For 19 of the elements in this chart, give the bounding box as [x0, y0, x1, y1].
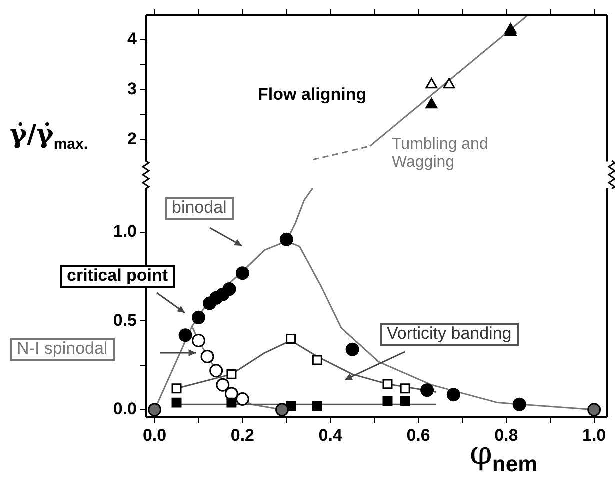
x-tick-label: 0.6: [406, 426, 430, 445]
x-tick-label: 0.0: [142, 426, 167, 445]
y-tick-label: 3: [128, 80, 137, 99]
y-tick-label: 1.0: [113, 222, 137, 242]
x-tick-label: 1.0: [582, 426, 606, 445]
annotation: Flow aligning: [258, 85, 367, 105]
annotation: Vorticity banding: [380, 323, 519, 346]
text: N-I spinodal: [10, 338, 115, 361]
y-tick-label: 2: [128, 130, 137, 149]
annotation: binodal: [165, 197, 234, 220]
y-tick-label: 0.5: [113, 310, 137, 330]
y-tick-label: 4: [128, 30, 138, 49]
y-tick-label: 0.0: [113, 400, 137, 419]
x-tick-label: 0.4: [318, 426, 343, 445]
annotation: Tumbling and Wagging: [392, 136, 490, 172]
annotation: critical point: [60, 265, 176, 288]
x-tick-label: 0.8: [494, 426, 518, 445]
x-tick-label: 0.2: [230, 426, 255, 445]
y-axis-title: γ̇/γ̇$_{max.}$: [10, 120, 88, 154]
